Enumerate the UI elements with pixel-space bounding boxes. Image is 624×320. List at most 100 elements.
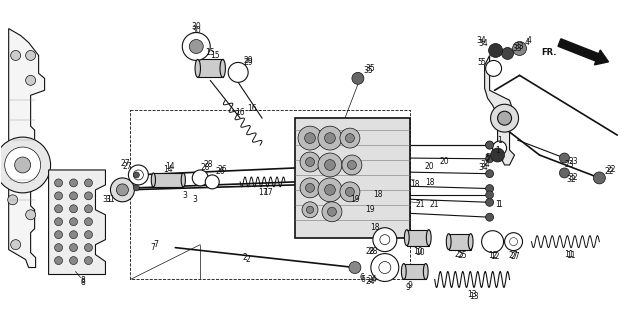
Text: 2: 2 [243,253,248,262]
Circle shape [560,153,570,163]
Circle shape [5,147,41,183]
Circle shape [490,104,519,132]
Circle shape [69,179,77,187]
Text: 25: 25 [455,250,464,259]
Circle shape [84,192,92,200]
Circle shape [69,192,77,200]
Bar [198,60,223,77]
Circle shape [490,148,505,162]
Text: 23: 23 [568,157,578,166]
Circle shape [0,137,51,193]
Circle shape [11,240,21,250]
Text: 16: 16 [235,108,245,117]
Text: 22: 22 [607,165,616,174]
Circle shape [84,257,92,265]
Text: 4: 4 [525,38,530,47]
Circle shape [318,178,342,202]
Circle shape [322,202,342,222]
Text: 19: 19 [365,205,374,214]
Text: 6: 6 [359,273,364,282]
Circle shape [482,231,504,252]
Bar [130,110,410,279]
Text: 20: 20 [425,163,434,172]
Text: 10: 10 [415,248,424,257]
Circle shape [342,155,362,175]
Text: 28: 28 [368,247,378,256]
Text: 26: 26 [217,165,227,174]
Circle shape [228,62,248,82]
Text: 5: 5 [480,58,485,67]
Ellipse shape [220,60,225,77]
Text: 8: 8 [80,278,85,287]
Text: 7: 7 [153,240,158,249]
Circle shape [348,161,356,170]
Text: 30: 30 [192,22,201,31]
Circle shape [340,128,360,148]
Ellipse shape [446,234,451,250]
Text: 28: 28 [365,247,374,256]
Circle shape [371,253,399,282]
Circle shape [134,185,139,191]
Circle shape [505,233,522,251]
Text: 3: 3 [193,195,198,204]
Circle shape [26,51,36,60]
Circle shape [349,261,361,274]
Bar [449,234,470,250]
Circle shape [69,218,77,226]
Circle shape [492,141,507,155]
Text: 32: 32 [568,173,578,182]
Circle shape [302,202,318,218]
Circle shape [497,111,512,125]
Ellipse shape [423,264,428,279]
Circle shape [205,175,219,189]
Circle shape [485,141,494,149]
Circle shape [306,157,314,166]
Text: 21: 21 [415,200,424,209]
Circle shape [134,172,139,178]
Text: 22: 22 [605,167,614,176]
Text: 20: 20 [440,157,449,166]
Circle shape [192,170,208,186]
Circle shape [84,244,92,252]
Text: 14: 14 [163,165,173,174]
Text: 8: 8 [80,276,85,285]
Text: 27: 27 [510,252,520,261]
Circle shape [324,133,335,143]
Circle shape [510,238,517,246]
Text: 10: 10 [413,247,422,256]
Circle shape [54,244,62,252]
Circle shape [84,179,92,187]
Circle shape [117,184,129,196]
Text: 3: 3 [183,191,188,200]
Circle shape [84,205,92,213]
Circle shape [324,185,335,195]
Text: 18: 18 [370,223,379,232]
Circle shape [373,228,397,252]
Circle shape [306,206,314,213]
Circle shape [129,165,149,185]
Circle shape [306,183,314,192]
Circle shape [69,244,77,252]
Text: 33: 33 [513,44,522,53]
Circle shape [26,76,36,85]
Ellipse shape [468,234,473,250]
Circle shape [14,157,31,173]
Text: 33: 33 [515,42,524,51]
Circle shape [380,235,390,244]
Circle shape [54,218,62,226]
Ellipse shape [195,60,200,77]
Bar [154,173,183,187]
Text: 16: 16 [247,104,257,113]
Circle shape [300,178,320,198]
Circle shape [485,141,494,149]
Circle shape [379,261,391,274]
Text: 12: 12 [490,252,499,261]
Ellipse shape [404,230,409,246]
Circle shape [318,153,342,177]
Text: 5: 5 [477,58,482,67]
Text: 34: 34 [479,39,489,48]
Text: 5: 5 [485,153,490,162]
Text: 18: 18 [410,180,419,189]
Text: 23: 23 [565,160,574,170]
Circle shape [485,191,494,199]
